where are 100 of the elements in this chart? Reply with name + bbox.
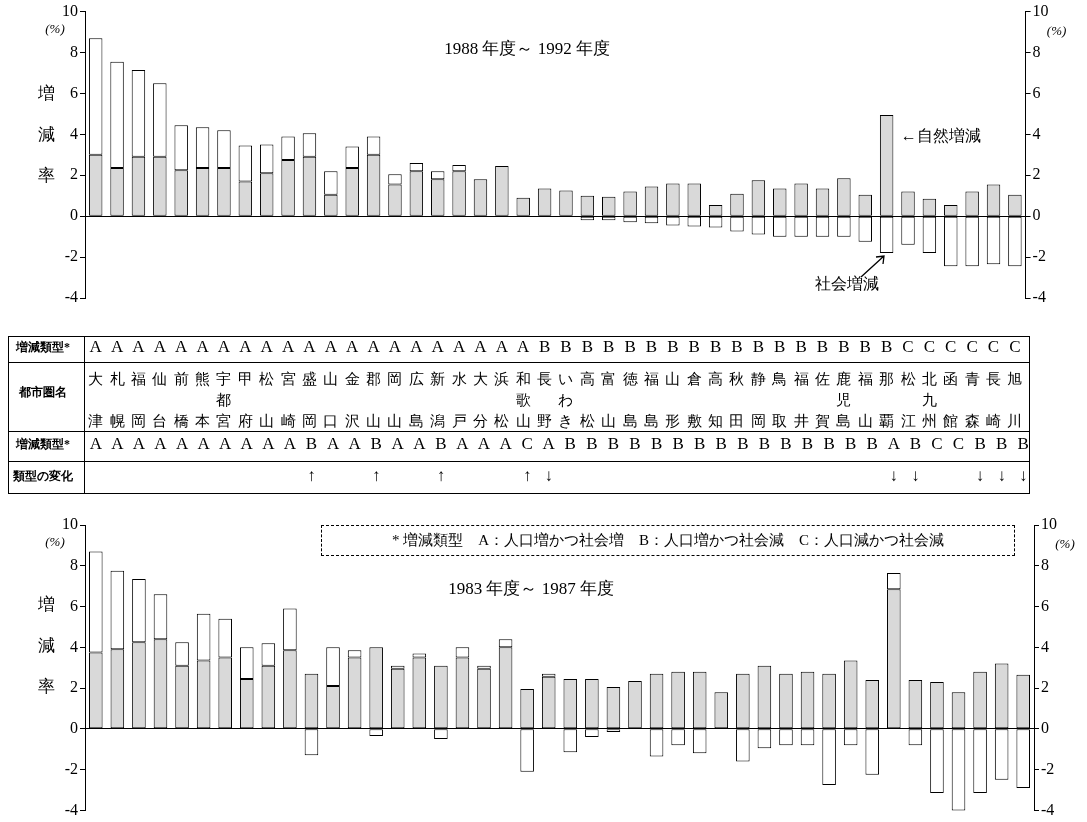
- category-label: 福岡: [130, 371, 146, 430]
- text: C: [966, 337, 978, 357]
- y-tick-label: 4: [70, 124, 78, 142]
- x-tick-label: 鹿児島: [836, 371, 852, 430]
- text: B: [305, 434, 318, 454]
- x-axis-title: 都市圏名: [18, 385, 67, 400]
- text: C: [945, 337, 957, 357]
- y-tick-label: 2: [70, 678, 78, 696]
- text: ↑: [522, 466, 532, 486]
- text: A: [887, 434, 901, 454]
- text: A: [367, 337, 381, 357]
- text: A: [240, 434, 254, 454]
- text: B: [795, 337, 807, 357]
- text: B: [731, 337, 743, 357]
- text: ↑: [436, 466, 446, 486]
- text: B: [715, 434, 727, 454]
- x-tick-label: 宇都宮: [216, 371, 232, 430]
- text: C: [931, 434, 943, 454]
- text: 増減率: [37, 84, 55, 186]
- text: B: [859, 337, 871, 357]
- text: B: [586, 434, 598, 454]
- text: B: [538, 337, 551, 357]
- text: A: [346, 337, 360, 357]
- text: B: [629, 434, 641, 454]
- category-label: 富山: [601, 371, 617, 430]
- text: A: [410, 337, 424, 357]
- text: B: [694, 434, 706, 454]
- y2-tick-label: -2: [1032, 247, 1046, 265]
- text: A: [474, 337, 488, 357]
- text: B: [564, 434, 576, 454]
- text: 1988 年度～ 1992 年度: [444, 39, 610, 59]
- y-tick-label: 8: [70, 42, 78, 60]
- text: A: [153, 337, 167, 357]
- y2-axis-title: (%): [1055, 536, 1075, 552]
- category-label: 那覇: [879, 371, 895, 430]
- category-label: 熊本: [195, 371, 211, 430]
- x-tick-label: 北九州: [921, 371, 937, 430]
- text: B: [774, 337, 786, 357]
- category-label: 山口: [323, 371, 339, 430]
- text: B: [823, 434, 835, 454]
- category-label: 金沢: [344, 371, 360, 430]
- text: B: [909, 434, 922, 454]
- y-tick-label: 0: [70, 206, 78, 224]
- text: B: [645, 337, 658, 357]
- category-label: 旭川: [1007, 371, 1023, 430]
- category-label: 郡山: [366, 371, 382, 430]
- category-label: 盛岡: [301, 371, 317, 430]
- text: A: [348, 434, 362, 454]
- text: A: [281, 337, 295, 357]
- text: A: [110, 337, 124, 357]
- text: ↓: [911, 466, 920, 486]
- text: A: [217, 337, 231, 357]
- category-label: 静岡: [750, 371, 766, 430]
- text: A: [542, 434, 556, 454]
- text: C: [521, 434, 533, 454]
- category-label: 仙台: [152, 371, 168, 430]
- text: B: [624, 337, 636, 357]
- y2-tick-label: 2: [1032, 165, 1041, 183]
- text: B: [667, 337, 679, 357]
- y2-tick-label: 8: [1032, 42, 1041, 60]
- y2-tick-label: 0: [1041, 719, 1049, 737]
- text: B: [737, 434, 749, 454]
- category-label: 浜松: [494, 371, 510, 430]
- text: B: [435, 434, 447, 454]
- category-label: 高知: [708, 371, 724, 430]
- text: B: [650, 434, 663, 454]
- text: A: [111, 434, 125, 454]
- text: A: [154, 434, 168, 454]
- text: B: [709, 337, 722, 357]
- text: B: [581, 337, 594, 357]
- category-label: 高松: [579, 371, 595, 430]
- text: B: [838, 337, 850, 357]
- category-label: 福山: [857, 371, 873, 430]
- y-tick-label: -4: [64, 288, 78, 306]
- category-label: 鳥取: [772, 371, 788, 430]
- text: A: [175, 434, 189, 454]
- text: B: [1017, 434, 1029, 454]
- category-label: 大津: [88, 371, 104, 430]
- y2-tick-label: -2: [1041, 759, 1055, 777]
- text: (%): [45, 534, 65, 550]
- category-label: 山形: [665, 371, 681, 430]
- text: C: [902, 337, 914, 357]
- text: A: [324, 337, 338, 357]
- text: A: [391, 434, 405, 454]
- annotation: ←自然増減: [900, 127, 981, 145]
- y-tick-label: 10: [62, 1, 78, 19]
- y-tick-label: 10: [62, 515, 78, 533]
- text: B: [688, 337, 700, 357]
- y-tick-label: -2: [64, 759, 78, 777]
- category-label: 甲府: [237, 371, 253, 430]
- y-tick-label: 6: [70, 83, 78, 101]
- text: B: [880, 337, 893, 357]
- text: B: [816, 337, 829, 357]
- y-tick-label: 2: [70, 165, 78, 183]
- text: A: [283, 434, 297, 454]
- category-label: 秋田: [729, 371, 745, 430]
- text: ↓: [889, 466, 899, 486]
- category-label: 長野: [537, 371, 553, 430]
- text: A: [175, 337, 189, 357]
- text: 増減類型*: [15, 437, 70, 452]
